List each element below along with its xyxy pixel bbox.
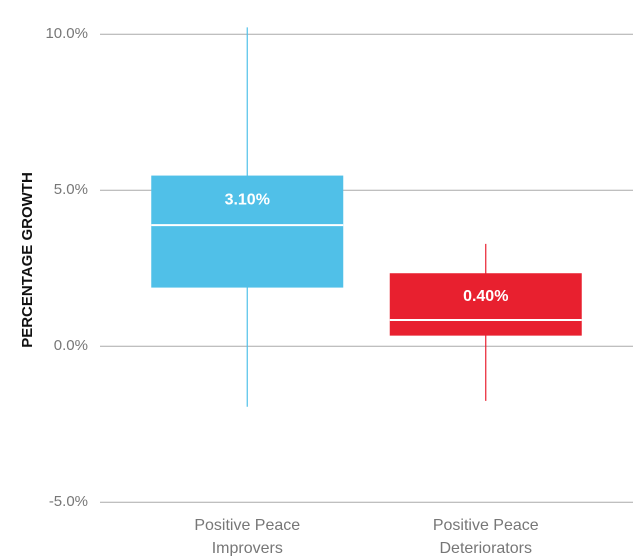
box-label: 3.10% [225,192,270,209]
y-tick-label: 10.0% [45,25,88,42]
box [151,175,344,288]
x-tick-label: Positive Peace Deteriorators [432,517,539,556]
y-tick-label: -5.0% [49,493,88,510]
x-tick-label: Positive Peace Improvers [194,517,301,556]
box-label: 0.40% [463,288,508,305]
y-tick-label: 0.0% [54,337,88,354]
y-tick-label: 5.0% [54,181,88,198]
y-axis-label: PERCENTAGE GROWTH [19,172,36,348]
box [389,273,582,336]
